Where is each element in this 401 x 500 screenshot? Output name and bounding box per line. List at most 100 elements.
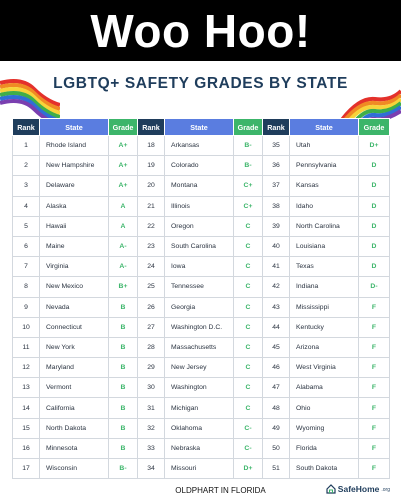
state-cell: North Carolina xyxy=(289,216,359,237)
rank-cell: 20 xyxy=(137,175,165,197)
rank-cell: 9 xyxy=(12,297,40,318)
state-cell: Missouri xyxy=(164,458,234,480)
grade-cell: F xyxy=(358,357,390,379)
grade-cell: B- xyxy=(233,135,263,157)
grade-cell: C xyxy=(233,297,263,318)
state-cell: Kentucky xyxy=(289,317,359,338)
rank-cell: 37 xyxy=(262,175,290,197)
grade-cell: D xyxy=(358,236,390,258)
rank-cell: 11 xyxy=(12,337,40,359)
grade-cell: D xyxy=(358,256,390,278)
table-row: 13 Vermont B 30 Washington C 47 Alabama F xyxy=(12,377,390,399)
rank-cell: 29 xyxy=(137,357,165,379)
rank-cell: 13 xyxy=(12,377,40,399)
rank-cell: 46 xyxy=(262,357,290,379)
state-cell: Massachusetts xyxy=(164,337,234,359)
state-cell: Virginia xyxy=(39,256,109,278)
state-cell: Ohio xyxy=(289,397,359,419)
grade-cell: F xyxy=(358,317,390,338)
rank-cell: 7 xyxy=(12,256,40,278)
rank-cell: 30 xyxy=(137,377,165,399)
state-cell: Washington xyxy=(164,377,234,399)
state-cell: New Hampshire xyxy=(39,155,109,177)
logo-suffix: .org xyxy=(381,487,390,493)
state-cell: Georgia xyxy=(164,297,234,318)
table-row: 12 Maryland B 29 New Jersey C 46 West Virginia F xyxy=(12,357,390,379)
grade-cell: F xyxy=(358,397,390,419)
state-cell: North Dakota xyxy=(39,418,109,439)
rank-cell: 14 xyxy=(12,397,40,419)
grade-cell: D xyxy=(358,175,390,197)
grade-cell: D xyxy=(358,216,390,237)
state-cell: Washington D.C. xyxy=(164,317,234,338)
grade-cell: B xyxy=(108,418,138,439)
rank-cell: 23 xyxy=(137,236,165,258)
grade-cell: A- xyxy=(108,236,138,258)
grade-cell: B+ xyxy=(108,276,138,298)
state-header: State xyxy=(289,118,359,136)
rank-cell: 26 xyxy=(137,297,165,318)
grade-cell: C xyxy=(233,317,263,338)
grade-cell: C xyxy=(233,256,263,278)
credit-text: OLDPHART IN FLORIDA xyxy=(175,486,266,495)
safety-grades-infographic: LGBTQ+ SAFETY GRADES BY STATE Rank State… xyxy=(0,61,401,500)
rank-cell: 39 xyxy=(262,216,290,237)
table-row: 16 Minnesota B 33 Nebraska C- 50 Florida F xyxy=(12,438,390,460)
rank-cell: 51 xyxy=(262,458,290,480)
grade-cell: C xyxy=(233,337,263,359)
state-cell: Vermont xyxy=(39,377,109,399)
grade-cell: B xyxy=(108,297,138,318)
safehome-logo: SafeHome .org xyxy=(326,484,390,494)
table-row: 17 Wisconsin B- 34 Missouri D+ 51 South Dakota F xyxy=(12,458,390,480)
state-header: State xyxy=(39,118,109,136)
rank-cell: 6 xyxy=(12,236,40,258)
state-cell: Maryland xyxy=(39,357,109,379)
grade-cell: F xyxy=(358,337,390,359)
state-cell: Florida xyxy=(289,438,359,460)
house-shield-icon xyxy=(326,484,336,494)
grade-header: Grade xyxy=(358,118,390,136)
grade-cell: A- xyxy=(108,256,138,278)
grades-table-body: 1 Rhode Island A+ 18 Arkansas B- 35 Utah D+ 2 New … xyxy=(12,135,390,480)
grade-cell: D xyxy=(358,155,390,177)
state-cell: South Dakota xyxy=(289,458,359,480)
state-cell: Utah xyxy=(289,135,359,157)
grade-cell: A xyxy=(108,196,138,217)
grade-cell: C+ xyxy=(233,196,263,217)
grade-cell: C xyxy=(233,236,263,258)
rank-header: Rank xyxy=(12,118,40,136)
grade-cell: B xyxy=(108,377,138,399)
rank-cell: 3 xyxy=(12,175,40,197)
logo-name: SafeHome xyxy=(337,484,380,494)
state-cell: Texas xyxy=(289,256,359,278)
state-cell: Minnesota xyxy=(39,438,109,460)
table-row: 6 Maine A- 23 South Carolina C 40 Louisiana D xyxy=(12,236,390,258)
rank-cell: 5 xyxy=(12,216,40,237)
rank-cell: 32 xyxy=(137,418,165,439)
grade-cell: D+ xyxy=(358,135,390,157)
rank-cell: 49 xyxy=(262,418,290,439)
rank-cell: 28 xyxy=(137,337,165,359)
state-cell: Nebraska xyxy=(164,438,234,460)
grade-cell: F xyxy=(358,438,390,460)
grade-cell: A+ xyxy=(108,175,138,197)
state-cell: Kansas xyxy=(289,175,359,197)
state-cell: Hawaii xyxy=(39,216,109,237)
state-cell: Arizona xyxy=(289,337,359,359)
rank-cell: 42 xyxy=(262,276,290,298)
grade-cell: D+ xyxy=(233,458,263,480)
table-row: 8 New Mexico B+ 25 Tennessee C 42 Indiana D- xyxy=(12,276,390,298)
state-cell: California xyxy=(39,397,109,419)
rank-cell: 2 xyxy=(12,155,40,177)
grade-cell: C xyxy=(233,276,263,298)
state-cell: Oregon xyxy=(164,216,234,237)
rank-cell: 31 xyxy=(137,397,165,419)
grade-cell: A xyxy=(108,216,138,237)
grade-cell: C xyxy=(233,377,263,399)
state-cell: Iowa xyxy=(164,256,234,278)
grade-cell: A+ xyxy=(108,135,138,157)
rank-cell: 4 xyxy=(12,196,40,217)
rank-cell: 8 xyxy=(12,276,40,298)
grade-cell: B xyxy=(108,438,138,460)
table-row: 10 Connecticut B 27 Washington D.C. C 44 Kentuc… xyxy=(12,317,390,338)
